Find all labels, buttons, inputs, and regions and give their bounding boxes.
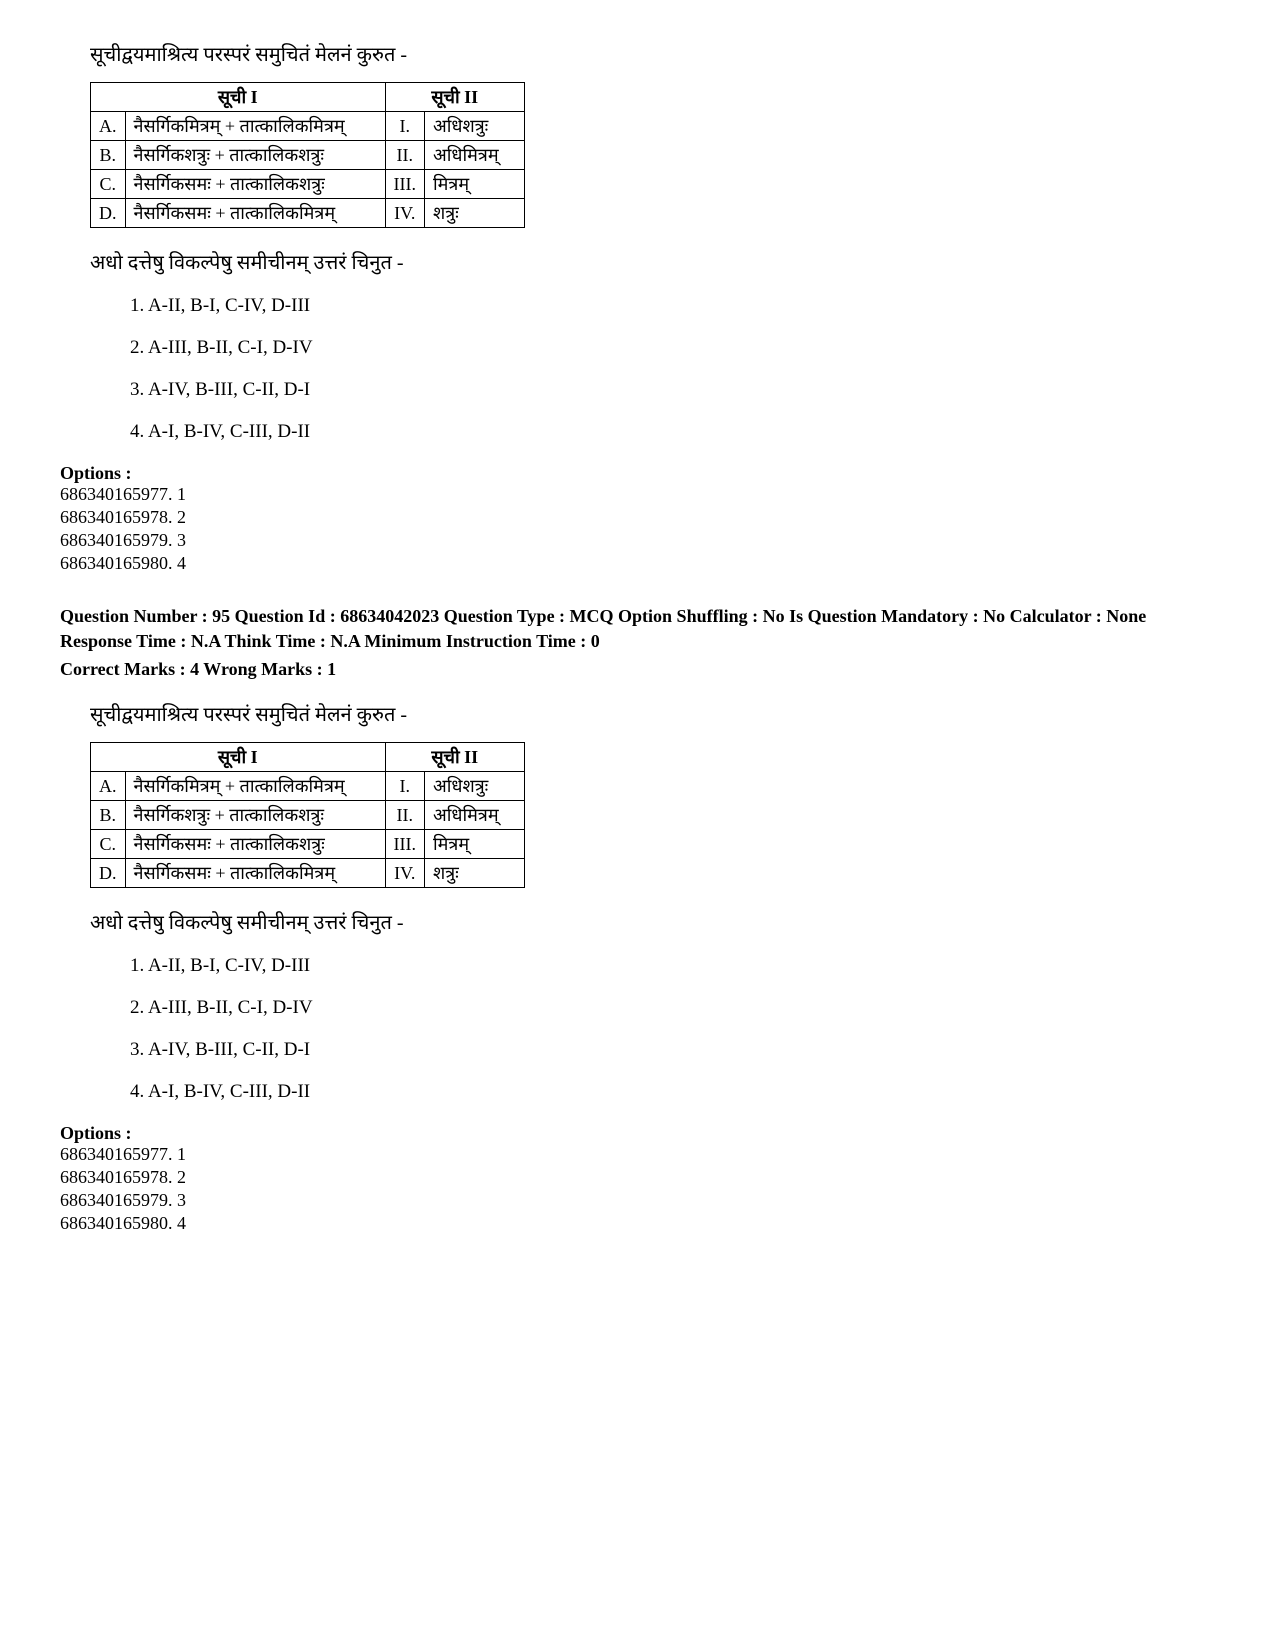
cell-item1: नैसर्गिकशत्रुः + तात्कालिकशत्रुः: [125, 141, 385, 170]
answer-option: 2. A-III, B-II, C-I, D-IV: [130, 337, 1215, 359]
answer-option: 3. A-IV, B-III, C-II, D-I: [130, 379, 1215, 401]
table-header-row: सूची I सूची II: [91, 743, 525, 772]
options-heading: Options :: [60, 463, 1215, 484]
cell-roman: I.: [385, 772, 424, 801]
option-item: 686340165978. 2: [60, 507, 1215, 528]
options-heading: Options :: [60, 1123, 1215, 1144]
cell-letter: C.: [91, 170, 126, 199]
answer-option: 4. A-I, B-IV, C-III, D-II: [130, 1081, 1215, 1103]
question-block-2: सूचीद्वयमाश्रित्य परस्परं समुचितं मेलनं …: [60, 700, 1215, 1234]
cell-roman: IV.: [385, 859, 424, 888]
cell-item2: मित्रम्: [424, 830, 524, 859]
cell-item2: अधिमित्रम्: [424, 801, 524, 830]
cell-letter: D.: [91, 199, 126, 228]
question-prompt: सूचीद्वयमाश्रित्य परस्परं समुचितं मेलनं …: [90, 700, 1215, 727]
question-meta: Question Number : 95 Question Id : 68634…: [60, 604, 1215, 654]
cell-roman: II.: [385, 141, 424, 170]
marks-line: Correct Marks : 4 Wrong Marks : 1: [60, 659, 1215, 680]
option-item: 686340165977. 1: [60, 1144, 1215, 1165]
option-item: 686340165980. 4: [60, 1213, 1215, 1234]
option-item: 686340165980. 4: [60, 553, 1215, 574]
cell-item2: मित्रम्: [424, 170, 524, 199]
cell-letter: C.: [91, 830, 126, 859]
instruction-text: अधो दत्तेषु विकल्पेषु समीचीनम् उत्तरं चि…: [90, 908, 1215, 935]
answer-options: 1. A-II, B-I, C-IV, D-III 2. A-III, B-II…: [130, 295, 1215, 443]
cell-letter: A.: [91, 772, 126, 801]
answer-options: 1. A-II, B-I, C-IV, D-III 2. A-III, B-II…: [130, 955, 1215, 1103]
option-item: 686340165978. 2: [60, 1167, 1215, 1188]
cell-item1: नैसर्गिकसमः + तात्कालिकमित्रम्: [125, 199, 385, 228]
cell-letter: D.: [91, 859, 126, 888]
table-row: C. नैसर्गिकसमः + तात्कालिकशत्रुः III. मि…: [91, 830, 525, 859]
cell-item2: अधिशत्रुः: [424, 112, 524, 141]
table-header-row: सूची I सूची II: [91, 83, 525, 112]
cell-roman: I.: [385, 112, 424, 141]
table-row: D. नैसर्गिकसमः + तात्कालिकमित्रम् IV. शत…: [91, 199, 525, 228]
cell-item1: नैसर्गिकमित्रम् + तात्कालिकमित्रम्: [125, 772, 385, 801]
question-block-1: सूचीद्वयमाश्रित्य परस्परं समुचितं मेलनं …: [60, 40, 1215, 574]
header-list2: सूची II: [385, 743, 524, 772]
cell-roman: III.: [385, 170, 424, 199]
answer-option: 2. A-III, B-II, C-I, D-IV: [130, 997, 1215, 1019]
cell-item1: नैसर्गिकसमः + तात्कालिकमित्रम्: [125, 859, 385, 888]
header-list1: सूची I: [91, 743, 386, 772]
match-table: सूची I सूची II A. नैसर्गिकमित्रम् + तात्…: [90, 82, 525, 228]
cell-letter: B.: [91, 801, 126, 830]
header-list1: सूची I: [91, 83, 386, 112]
cell-item1: नैसर्गिकसमः + तात्कालिकशत्रुः: [125, 830, 385, 859]
table-row: C. नैसर्गिकसमः + तात्कालिकशत्रुः III. मि…: [91, 170, 525, 199]
table-row: B. नैसर्गिकशत्रुः + तात्कालिकशत्रुः II. …: [91, 141, 525, 170]
instruction-text: अधो दत्तेषु विकल्पेषु समीचीनम् उत्तरं चि…: [90, 248, 1215, 275]
table-row: A. नैसर्गिकमित्रम् + तात्कालिकमित्रम् I.…: [91, 112, 525, 141]
cell-item1: नैसर्गिकमित्रम् + तात्कालिकमित्रम्: [125, 112, 385, 141]
header-list2: सूची II: [385, 83, 524, 112]
answer-option: 3. A-IV, B-III, C-II, D-I: [130, 1039, 1215, 1061]
table-row: D. नैसर्गिकसमः + तात्कालिकमित्रम् IV. शत…: [91, 859, 525, 888]
answer-option: 1. A-II, B-I, C-IV, D-III: [130, 295, 1215, 317]
question-prompt: सूचीद्वयमाश्रित्य परस्परं समुचितं मेलनं …: [90, 40, 1215, 67]
cell-item1: नैसर्गिकसमः + तात्कालिकशत्रुः: [125, 170, 385, 199]
cell-item2: अधिमित्रम्: [424, 141, 524, 170]
option-item: 686340165977. 1: [60, 484, 1215, 505]
cell-item2: शत्रुः: [424, 859, 524, 888]
option-item: 686340165979. 3: [60, 1190, 1215, 1211]
cell-item1: नैसर्गिकशत्रुः + तात्कालिकशत्रुः: [125, 801, 385, 830]
cell-letter: A.: [91, 112, 126, 141]
cell-item2: अधिशत्रुः: [424, 772, 524, 801]
option-item: 686340165979. 3: [60, 530, 1215, 551]
cell-item2: शत्रुः: [424, 199, 524, 228]
cell-roman: II.: [385, 801, 424, 830]
answer-option: 4. A-I, B-IV, C-III, D-II: [130, 421, 1215, 443]
cell-roman: IV.: [385, 199, 424, 228]
cell-roman: III.: [385, 830, 424, 859]
table-row: A. नैसर्गिकमित्रम् + तात्कालिकमित्रम् I.…: [91, 772, 525, 801]
cell-letter: B.: [91, 141, 126, 170]
answer-option: 1. A-II, B-I, C-IV, D-III: [130, 955, 1215, 977]
table-row: B. नैसर्गिकशत्रुः + तात्कालिकशत्रुः II. …: [91, 801, 525, 830]
match-table: सूची I सूची II A. नैसर्गिकमित्रम् + तात्…: [90, 742, 525, 888]
